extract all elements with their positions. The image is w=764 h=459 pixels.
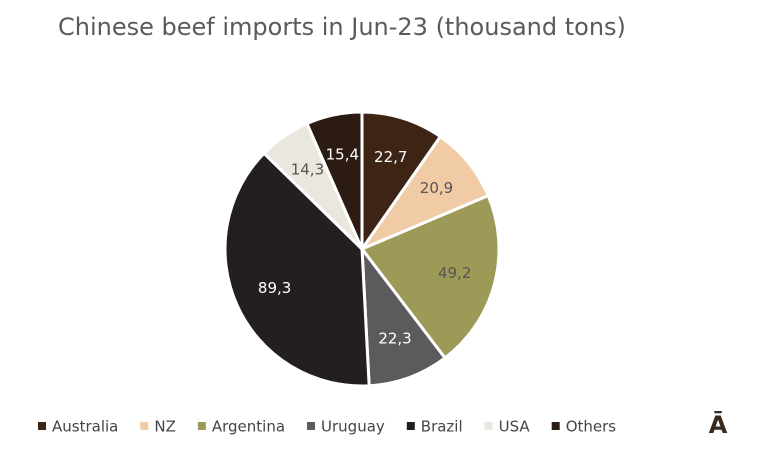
pie-slice [223, 151, 371, 388]
pie-slice [359, 193, 501, 361]
legend-label: Argentina [212, 418, 285, 436]
legend-marker [140, 422, 149, 430]
legend-marker [484, 422, 493, 430]
pie-slice [360, 244, 448, 388]
data-label: 20,9 [420, 179, 453, 197]
data-label: 15,4 [326, 146, 359, 164]
legend-marker [551, 422, 560, 430]
legend-marker [197, 422, 206, 430]
legend-label: Uruguay [321, 418, 385, 436]
legend-marker [307, 422, 316, 430]
pie-slice [304, 110, 364, 250]
data-label: 22,7 [374, 148, 407, 166]
data-label: 14,3 [291, 161, 324, 179]
logo: Ā [709, 410, 728, 439]
legend-label: Others [566, 418, 617, 436]
data-label: 89,3 [258, 279, 291, 297]
legend-label: NZ [154, 418, 176, 436]
legend-label: Brazil [421, 418, 463, 436]
legend-label: USA [499, 418, 531, 436]
data-label: 49,2 [438, 264, 471, 282]
legend-marker [406, 422, 415, 430]
data-label: 22,3 [378, 330, 411, 348]
legend-label: Australia [52, 418, 118, 436]
chart-title: Chinese beef imports in Jun-23 (thousand… [58, 13, 626, 41]
legend-marker [38, 422, 46, 430]
pie-slice [360, 110, 443, 254]
